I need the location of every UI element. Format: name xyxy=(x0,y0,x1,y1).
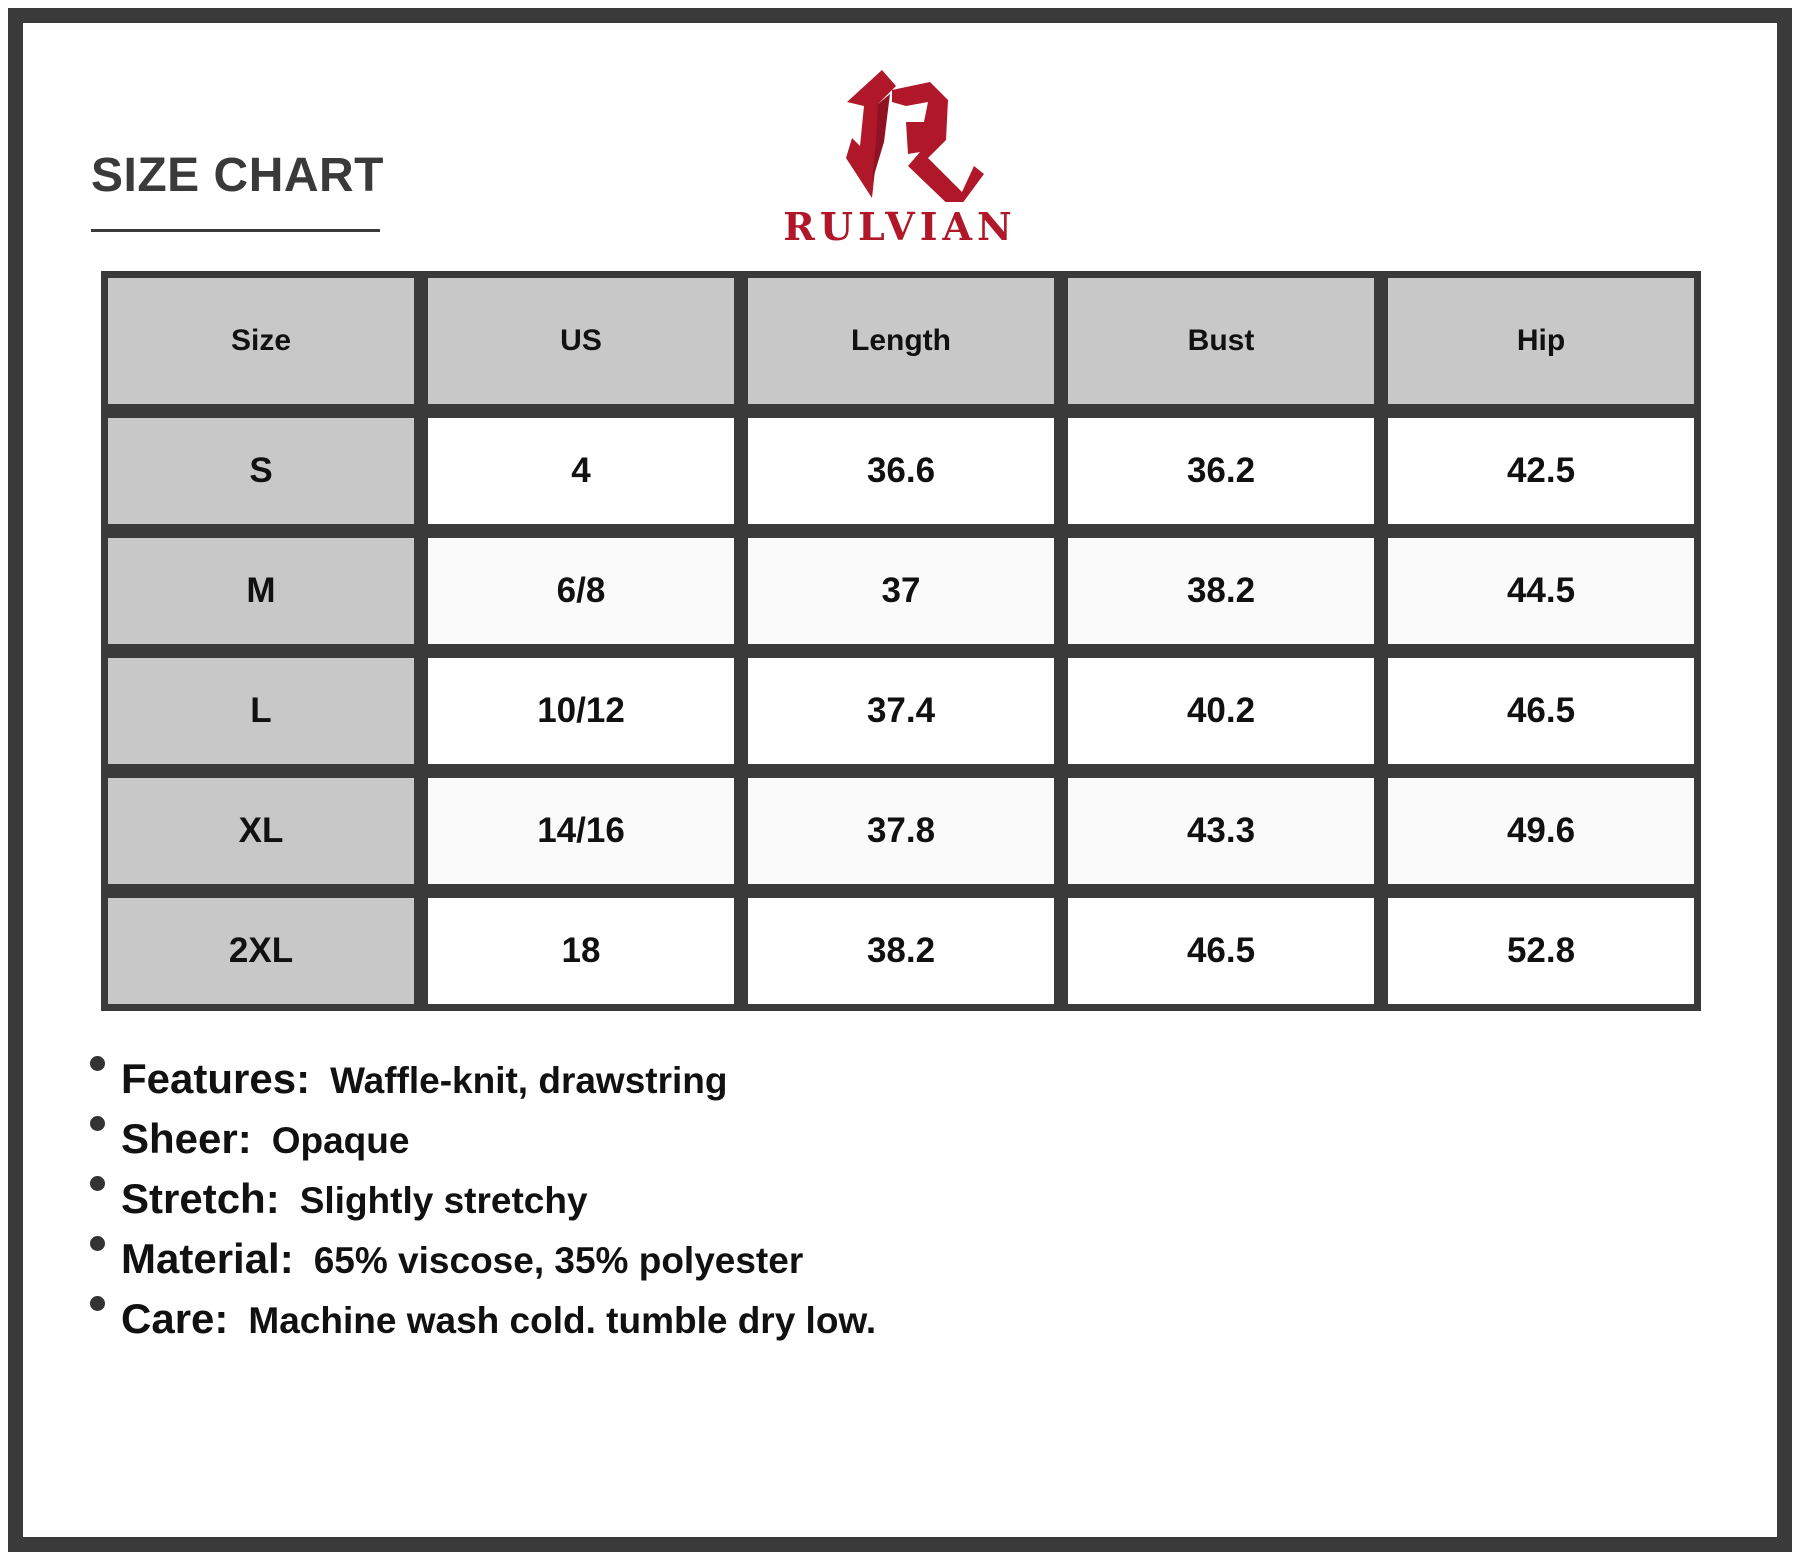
table-cell: 38.2 xyxy=(1068,538,1374,644)
note-item: Features: Waffle-knit, drawstring xyxy=(90,1055,876,1115)
note-label: Material: xyxy=(121,1235,294,1282)
table-cell: 38.2 xyxy=(748,898,1054,1004)
note-label: Sheer: xyxy=(121,1115,252,1162)
table-cell: 37.8 xyxy=(748,778,1054,884)
size-table: Size US Length Bust Hip S 4 36.6 36.2 42.5 M 6/8 37 3… xyxy=(101,271,1701,1011)
page-title: SIZE CHART xyxy=(91,149,384,202)
title-underline xyxy=(91,229,380,232)
header-cell: Size xyxy=(108,278,414,404)
size-cell: 2XL xyxy=(108,898,414,1004)
note-item: Material: 65% viscose, 35% polyester xyxy=(90,1235,876,1295)
size-cell: XL xyxy=(108,778,414,884)
table-cell: 37.4 xyxy=(748,658,1054,764)
table-cell: 44.5 xyxy=(1388,538,1694,644)
table-cell: 36.6 xyxy=(748,418,1054,524)
product-notes: Features: Waffle-knit, drawstring Sheer: Op… xyxy=(90,1055,876,1355)
table-cell: 52.8 xyxy=(1388,898,1694,1004)
note-item: Care: Machine wash cold. tumble dry low. xyxy=(90,1295,876,1355)
size-cell: M xyxy=(108,538,414,644)
table-cell: 18 xyxy=(428,898,734,1004)
table-cell: 43.3 xyxy=(1068,778,1374,884)
table-cell: 14/16 xyxy=(428,778,734,884)
table-cell: 4 xyxy=(428,418,734,524)
table-cell: 36.2 xyxy=(1068,418,1374,524)
brand-name: RULVIAN xyxy=(783,204,1017,249)
table-cell: 37 xyxy=(748,538,1054,644)
table-cell: 6/8 xyxy=(428,538,734,644)
table-cell: 49.6 xyxy=(1388,778,1694,884)
note-label: Stretch: xyxy=(121,1175,280,1222)
brand-logo: RULVIAN xyxy=(780,62,1020,252)
header-cell: Length xyxy=(748,278,1054,404)
table-cell: 46.5 xyxy=(1068,898,1374,1004)
bullet-icon xyxy=(90,1236,105,1251)
note-value: Opaque xyxy=(271,1120,410,1161)
note-item: Stretch: Slightly stretchy xyxy=(90,1175,876,1235)
note-label: Features: xyxy=(121,1055,311,1102)
note-item: Sheer: Opaque xyxy=(90,1115,876,1175)
bullet-icon xyxy=(90,1056,105,1071)
size-cell: S xyxy=(108,418,414,524)
bullet-icon xyxy=(90,1116,105,1131)
page-frame xyxy=(8,8,1792,1552)
bullet-icon xyxy=(90,1176,105,1191)
note-label: Care: xyxy=(121,1295,229,1342)
table-cell: 42.5 xyxy=(1388,418,1694,524)
note-value: Waffle-knit, drawstring xyxy=(330,1060,728,1101)
note-value: 65% viscose, 35% polyester xyxy=(313,1240,804,1281)
note-value: Slightly stretchy xyxy=(299,1180,588,1221)
note-value: Machine wash cold. tumble dry low. xyxy=(248,1300,877,1341)
header-cell: Hip xyxy=(1388,278,1694,404)
bullet-icon xyxy=(90,1296,105,1311)
table-cell: 10/12 xyxy=(428,658,734,764)
table-cell: 40.2 xyxy=(1068,658,1374,764)
header-cell: Bust xyxy=(1068,278,1374,404)
r-logo-icon xyxy=(846,70,984,212)
size-cell: L xyxy=(108,658,414,764)
header-cell: US xyxy=(428,278,734,404)
table-cell: 46.5 xyxy=(1388,658,1694,764)
